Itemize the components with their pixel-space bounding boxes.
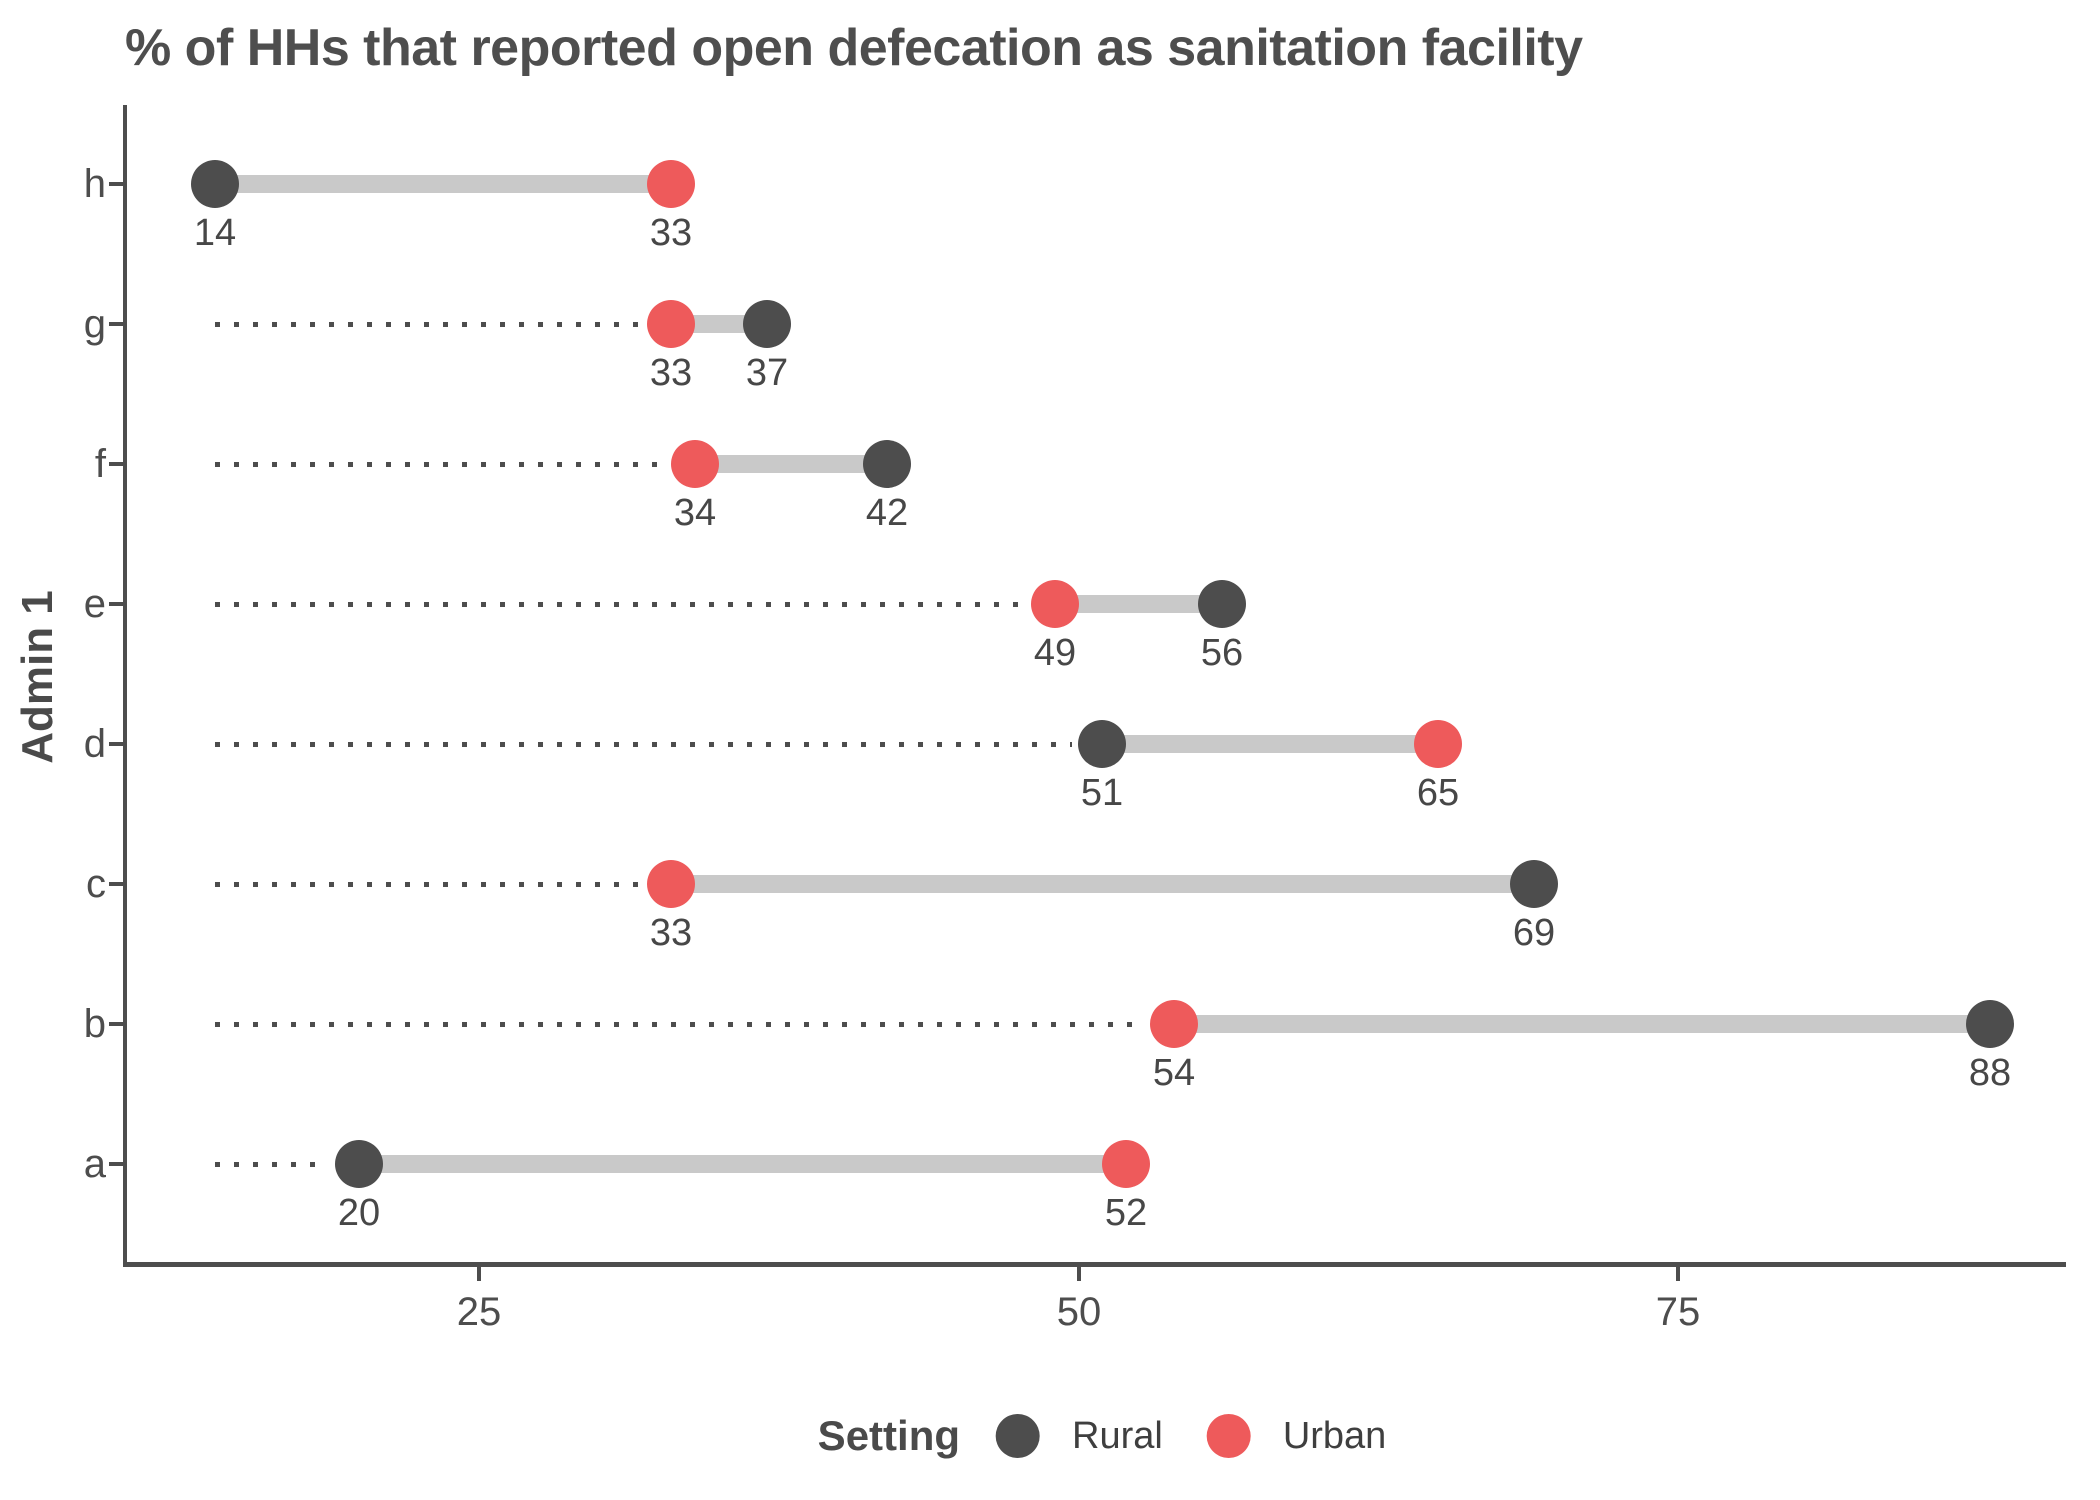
- x-axis-line: [123, 1262, 2066, 1267]
- category-label: h: [83, 162, 106, 206]
- y-tick: [109, 322, 123, 326]
- urban-dot: [671, 440, 719, 488]
- legend-label-rural: Rural: [1072, 1414, 1163, 1457]
- x-tick: [1676, 1267, 1680, 1281]
- category-label: c: [86, 862, 106, 906]
- x-tick-label: 50: [1056, 1290, 1102, 1334]
- leader-line: [215, 1161, 329, 1167]
- urban-value-label: 33: [649, 212, 693, 254]
- x-tick-label: 75: [1655, 1290, 1701, 1334]
- connector-bar: [695, 455, 887, 473]
- urban-dot: [1414, 720, 1462, 768]
- y-tick: [109, 742, 123, 746]
- urban-dot: [647, 300, 695, 348]
- leader-line: [215, 321, 641, 327]
- x-tick: [477, 1267, 481, 1281]
- urban-value-label: 54: [1152, 1052, 1196, 1094]
- urban-value-label: 33: [649, 352, 693, 394]
- y-tick: [109, 462, 123, 466]
- legend-label-urban: Urban: [1282, 1414, 1387, 1457]
- rural-dot: [743, 300, 791, 348]
- rural-value-label: 69: [1512, 912, 1556, 954]
- chart-title: % of HHs that reported open defecation a…: [125, 19, 1583, 77]
- rural-value-label: 42: [865, 492, 909, 534]
- urban-value-label: 33: [649, 912, 693, 954]
- rural-dot: [1966, 1000, 2014, 1048]
- leader-line: [215, 741, 1072, 747]
- connector-bar: [359, 1155, 1126, 1173]
- urban-dot: [1150, 1000, 1198, 1048]
- urban-value-label: 52: [1104, 1192, 1148, 1234]
- connector-bar: [1174, 1015, 1990, 1033]
- connector-bar: [1055, 595, 1222, 613]
- y-tick: [109, 602, 123, 606]
- connector-bar: [671, 875, 1534, 893]
- category-label: b: [83, 1002, 106, 1046]
- rural-value-label: 37: [745, 352, 789, 394]
- rural-dot: [1510, 860, 1558, 908]
- x-tick-label: 25: [456, 1290, 502, 1334]
- rural-dot: [1198, 580, 1246, 628]
- category-label: g: [83, 302, 106, 346]
- y-tick: [109, 1022, 123, 1026]
- leader-line: [215, 601, 1025, 607]
- rural-legend-dot-icon: [996, 1414, 1041, 1458]
- legend: Setting Rural Urban: [818, 1412, 1387, 1460]
- legend-title: Setting: [817, 1412, 961, 1459]
- urban-value-label: 65: [1416, 772, 1460, 814]
- urban-value-label: 49: [1033, 632, 1077, 674]
- urban-dot: [1031, 580, 1079, 628]
- rural-value-label: 56: [1200, 632, 1244, 674]
- leader-line: [215, 881, 641, 887]
- rural-value-label: 51: [1080, 772, 1124, 814]
- connector-bar: [1102, 735, 1438, 753]
- category-label: a: [83, 1142, 106, 1186]
- urban-dot: [1102, 1140, 1150, 1188]
- rural-dot: [863, 440, 911, 488]
- urban-value-label: 34: [673, 492, 717, 534]
- y-axis-line: [123, 105, 127, 1267]
- connector-bar: [215, 175, 671, 193]
- urban-dot: [647, 860, 695, 908]
- rural-value-label: 88: [1968, 1052, 2012, 1094]
- y-tick: [109, 1162, 123, 1166]
- category-label: e: [83, 582, 106, 626]
- y-tick: [109, 882, 123, 886]
- urban-dot: [647, 160, 695, 208]
- x-tick: [1077, 1267, 1081, 1281]
- rural-value-label: 20: [337, 1192, 381, 1234]
- rural-dot: [191, 160, 239, 208]
- rural-value-label: 14: [193, 212, 237, 254]
- category-label: d: [83, 722, 106, 766]
- leader-line: [215, 1021, 1144, 1027]
- rural-dot: [335, 1140, 383, 1188]
- y-tick: [109, 182, 123, 186]
- category-label: f: [94, 442, 106, 486]
- leader-line: [215, 461, 665, 467]
- rural-dot: [1078, 720, 1126, 768]
- urban-legend-dot-icon: [1206, 1414, 1251, 1458]
